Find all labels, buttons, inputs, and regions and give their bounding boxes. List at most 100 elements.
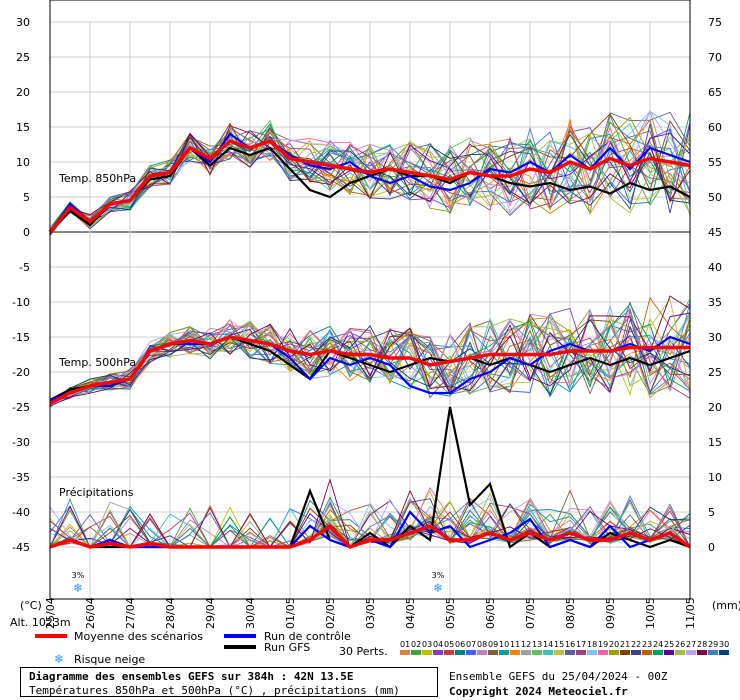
pert-swatch <box>466 650 476 655</box>
left-tick: -35 <box>12 471 30 484</box>
pert-number: 06 <box>455 640 465 649</box>
pert-swatch <box>708 650 718 655</box>
right-tick: 70 <box>708 51 722 64</box>
pert-swatch <box>499 650 509 655</box>
right-tick: 35 <box>708 296 722 309</box>
right-tick: 55 <box>708 156 722 169</box>
pert-swatch <box>521 650 531 655</box>
date-tick: 25/04 <box>44 597 57 629</box>
plot-frame <box>49 0 691 600</box>
left-tick: -40 <box>12 506 30 519</box>
left-tick: -10 <box>12 296 30 309</box>
pert-number: 08 <box>477 640 487 649</box>
pert-swatch <box>697 650 707 655</box>
pert-swatch <box>455 650 465 655</box>
legend-mean-label: Moyenne des scénarios <box>74 630 203 643</box>
pert-line <box>49 295 691 402</box>
pert-line <box>49 317 691 405</box>
pert-line <box>49 318 691 404</box>
pert-number: 17 <box>576 640 586 649</box>
pert-line <box>49 133 691 235</box>
pert-number: 14 <box>543 640 553 649</box>
pert-number: 10 <box>499 640 509 649</box>
right-tick: 30 <box>708 331 722 344</box>
pert-swatch <box>510 650 520 655</box>
pert-swatch <box>400 650 410 655</box>
left-tick: -15 <box>12 331 30 344</box>
pert-number: 19 <box>598 640 608 649</box>
pert-swatch <box>477 650 487 655</box>
pert-number: 16 <box>565 640 575 649</box>
snow-risk-percent: 3% <box>432 571 445 580</box>
copyright: Copyright 2024 Meteociel.fr <box>449 685 628 698</box>
right-tick: 25 <box>708 366 722 379</box>
run-info: Ensemble GEFS du 25/04/2024 - 00Z <box>449 670 668 683</box>
right-tick: 5 <box>708 506 715 519</box>
date-tick: 11/05 <box>684 597 697 629</box>
pert-number: 24 <box>653 640 663 649</box>
pert-swatch <box>686 650 696 655</box>
date-tick: 08/05 <box>564 597 577 629</box>
right-tick: 50 <box>708 191 722 204</box>
pert-number: 28 <box>697 640 707 649</box>
date-tick: 07/05 <box>524 597 537 629</box>
pert-line <box>49 489 691 548</box>
altitude-label: Alt. 1023m <box>10 616 71 629</box>
pert-swatch <box>422 650 432 655</box>
pert-swatch <box>642 650 652 655</box>
pert-swatch <box>576 650 586 655</box>
pert-line <box>49 121 691 234</box>
series-line <box>48 139 691 234</box>
left-tick: -20 <box>12 366 30 379</box>
snowflake-icon: ❄ <box>54 652 64 666</box>
date-tick: 06/05 <box>484 597 497 629</box>
pert-number: 04 <box>433 640 443 649</box>
left-tick: -30 <box>12 436 30 449</box>
pert-number: 27 <box>686 640 696 649</box>
pert-line <box>49 316 691 408</box>
pert-number: 29 <box>708 640 718 649</box>
snow-risk-percent: 3% <box>72 571 85 580</box>
pert-swatch <box>554 650 564 655</box>
footer-box: Diagramme des ensembles GEFS sur 384h : … <box>20 667 438 697</box>
pert-line <box>49 311 691 405</box>
right-tick: 60 <box>708 121 722 134</box>
left-tick: 0 <box>23 226 30 239</box>
pert-swatch <box>444 650 454 655</box>
right-tick: 65 <box>708 86 722 99</box>
pert-number: 21 <box>620 640 630 649</box>
panel-label-850: Temp. 850hPa <box>58 172 136 185</box>
unit-left-label: (°C) <box>20 599 42 612</box>
pert-line <box>49 313 691 408</box>
date-tick: 04/05 <box>404 597 417 629</box>
pert-number: 09 <box>488 640 498 649</box>
pert-number: 02 <box>411 640 421 649</box>
pert-line <box>49 109 691 229</box>
pert-number: 12 <box>521 640 531 649</box>
main-series <box>48 132 692 550</box>
left-tick: 25 <box>16 51 30 64</box>
date-tick: 03/05 <box>364 597 377 629</box>
legend-control-swatch <box>224 634 256 638</box>
pert-swatch <box>587 650 597 655</box>
date-tick: 28/04 <box>164 597 177 629</box>
snow-risk-icon: ❄ <box>433 581 443 595</box>
left-tick: 5 <box>23 191 30 204</box>
series-line <box>49 523 692 550</box>
pert-number: 22 <box>631 640 641 649</box>
panel-label-500: Temp. 500hPa <box>58 356 136 369</box>
right-tick: 45 <box>708 226 722 239</box>
labels: (°C) (mm) Alt. 1023m Temp. 850hPa Temp. … <box>10 172 740 629</box>
chart-subtitle: Températures 850hPa et 500hPa (°C) , pré… <box>29 684 400 697</box>
pert-swatch <box>609 650 619 655</box>
left-tick: -45 <box>12 541 30 554</box>
pert-swatch <box>620 650 630 655</box>
pert-line <box>49 303 691 407</box>
pert-number: 18 <box>587 640 597 649</box>
pert-swatch <box>565 650 575 655</box>
pert-number: 01 <box>400 640 410 649</box>
pert-swatch <box>631 650 641 655</box>
left-tick: 10 <box>16 156 30 169</box>
left-tick: 20 <box>16 86 30 99</box>
